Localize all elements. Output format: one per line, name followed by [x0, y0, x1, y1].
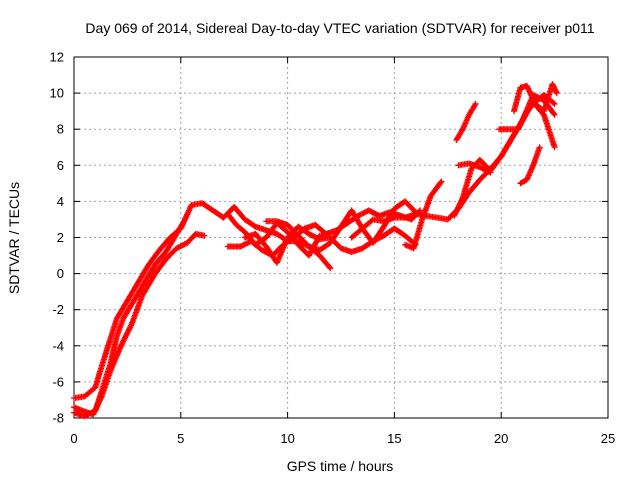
x-tick-label: 15: [387, 431, 401, 446]
y-tick-label: 8: [57, 122, 64, 137]
data-series: [71, 81, 560, 420]
x-axis-title: GPS time / hours: [287, 458, 394, 474]
y-tick-label: 2: [57, 230, 64, 245]
y-tick-label: 6: [57, 158, 64, 173]
series-arc-8: [348, 99, 558, 241]
data-point: [438, 178, 445, 185]
data-point: [437, 179, 444, 186]
x-tick-label: 10: [280, 431, 294, 446]
chart-title: Day 069 of 2014, Sidereal Day-to-day VTE…: [85, 20, 594, 36]
y-tick-label: 4: [57, 194, 64, 209]
data-point: [487, 169, 494, 176]
series-arc-11: [453, 100, 479, 144]
data-point: [472, 100, 479, 107]
data-point: [550, 99, 557, 106]
y-tick-label: -2: [52, 302, 64, 317]
data-point: [551, 111, 558, 118]
data-point: [326, 264, 333, 271]
series-arc-7: [263, 198, 419, 254]
data-point: [536, 144, 543, 151]
y-tick-label: -6: [52, 374, 64, 389]
data-point: [553, 90, 560, 97]
data-point: [550, 110, 557, 117]
y-tick-label: 10: [50, 86, 64, 101]
data-point: [327, 265, 334, 272]
series-arc-2: [71, 200, 334, 402]
data-point: [551, 100, 558, 107]
series-arc-14: [511, 81, 560, 115]
y-tick-label: 12: [50, 50, 64, 65]
y-tick-label: 0: [57, 266, 64, 281]
y-tick-label: -4: [52, 338, 64, 353]
data-point: [551, 144, 558, 151]
x-tick-label: 0: [70, 431, 77, 446]
axis-ticks: 0 5 10 15 20 25 -8 -6 -4 -2 0 2 4 6 8 10 12: [50, 50, 616, 447]
data-point: [486, 168, 493, 175]
series-arc-12: [455, 160, 494, 176]
series-arc-15: [517, 144, 543, 187]
series-arc-1: [71, 220, 186, 420]
series-arc-3: [71, 230, 208, 418]
series-arc-9: [402, 178, 445, 252]
y-tick-label: -8: [52, 411, 64, 426]
x-tick-label: 5: [177, 431, 184, 446]
y-axis-title: SDTVAR / TECUs: [6, 182, 22, 294]
x-tick-label: 25: [601, 431, 615, 446]
series-arc-6: [241, 223, 419, 266]
data-point: [201, 232, 208, 239]
x-tick-label: 20: [494, 431, 508, 446]
